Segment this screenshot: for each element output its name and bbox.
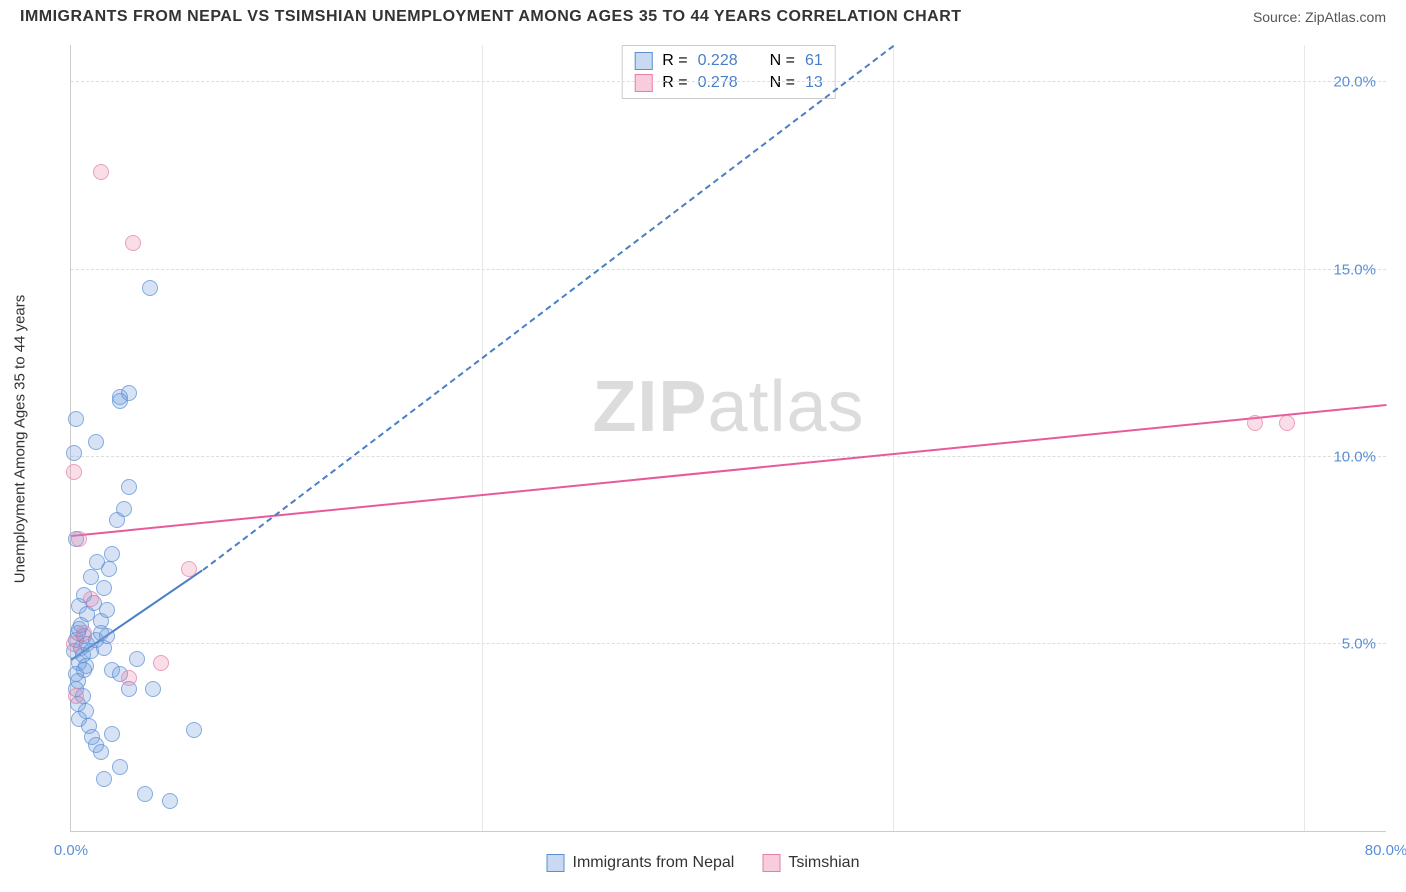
data-point — [125, 235, 141, 251]
data-point — [129, 651, 145, 667]
legend-item-series1: Immigrants from Nepal — [547, 854, 735, 872]
n-label: N = — [770, 52, 795, 70]
swatch-series2 — [634, 74, 652, 92]
data-point — [121, 479, 137, 495]
data-point — [68, 411, 84, 427]
trend-line — [71, 404, 1386, 537]
r-label: R = — [662, 52, 687, 70]
data-point — [93, 744, 109, 760]
data-point — [83, 569, 99, 585]
data-point — [93, 164, 109, 180]
data-point — [71, 531, 87, 547]
data-point — [96, 771, 112, 787]
data-point — [137, 786, 153, 802]
gridline-vertical — [1304, 45, 1305, 831]
y-tick-label: 20.0% — [1333, 74, 1376, 91]
legend-item-series2: Tsimshian — [762, 854, 859, 872]
chart-title: IMMIGRANTS FROM NEPAL VS TSIMSHIAN UNEMP… — [20, 8, 962, 26]
data-point — [96, 580, 112, 596]
swatch-series1 — [634, 52, 652, 70]
swatch-series2 — [762, 854, 780, 872]
scatter-plot: ZIPatlas R = 0.228 N = 61 R = 0.278 N = … — [70, 45, 1386, 832]
data-point — [99, 628, 115, 644]
data-point — [66, 445, 82, 461]
data-point — [66, 464, 82, 480]
stats-row-series2: R = 0.278 N = 13 — [634, 72, 823, 94]
data-point — [88, 434, 104, 450]
watermark: ZIPatlas — [592, 366, 864, 448]
data-point — [112, 759, 128, 775]
data-point — [112, 393, 128, 409]
y-tick-label: 10.0% — [1333, 448, 1376, 465]
y-axis-label: Unemployment Among Ages 35 to 44 years — [12, 294, 29, 583]
n-value-series1: 61 — [805, 52, 823, 70]
bottom-legend: Immigrants from Nepal Tsimshian — [547, 854, 860, 872]
legend-label-series2: Tsimshian — [788, 854, 859, 872]
r-value-series1: 0.228 — [698, 52, 738, 70]
data-point — [104, 726, 120, 742]
stats-legend: R = 0.228 N = 61 R = 0.278 N = 13 — [621, 45, 836, 99]
source-attribution: Source: ZipAtlas.com — [1253, 9, 1386, 25]
data-point — [181, 561, 197, 577]
data-point — [83, 591, 99, 607]
data-point — [76, 625, 92, 641]
gridline-vertical — [482, 45, 483, 831]
x-tick-label: 0.0% — [54, 842, 88, 859]
stats-row-series1: R = 0.228 N = 61 — [634, 50, 823, 72]
n-value-series2: 13 — [805, 74, 823, 92]
data-point — [1247, 415, 1263, 431]
data-point — [142, 280, 158, 296]
swatch-series1 — [547, 854, 565, 872]
chart-area: Unemployment Among Ages 35 to 44 years Z… — [50, 45, 1386, 832]
x-tick-label: 80.0% — [1365, 842, 1406, 859]
data-point — [145, 681, 161, 697]
gridline-horizontal — [71, 269, 1386, 270]
gridline-horizontal — [71, 643, 1386, 644]
gridline-horizontal — [71, 81, 1386, 82]
data-point — [76, 662, 92, 678]
data-point — [153, 655, 169, 671]
data-point — [68, 688, 84, 704]
trend-line-extrapolated — [202, 45, 894, 571]
data-point — [186, 722, 202, 738]
n-label: N = — [770, 74, 795, 92]
data-point — [101, 561, 117, 577]
r-label: R = — [662, 74, 687, 92]
legend-label-series1: Immigrants from Nepal — [573, 854, 735, 872]
gridline-vertical — [893, 45, 894, 831]
data-point — [121, 670, 137, 686]
gridline-horizontal — [71, 456, 1386, 457]
y-tick-label: 5.0% — [1342, 635, 1376, 652]
r-value-series2: 0.278 — [698, 74, 738, 92]
data-point — [1279, 415, 1295, 431]
data-point — [162, 793, 178, 809]
data-point — [104, 546, 120, 562]
data-point — [99, 602, 115, 618]
y-tick-label: 15.0% — [1333, 261, 1376, 278]
data-point — [116, 501, 132, 517]
